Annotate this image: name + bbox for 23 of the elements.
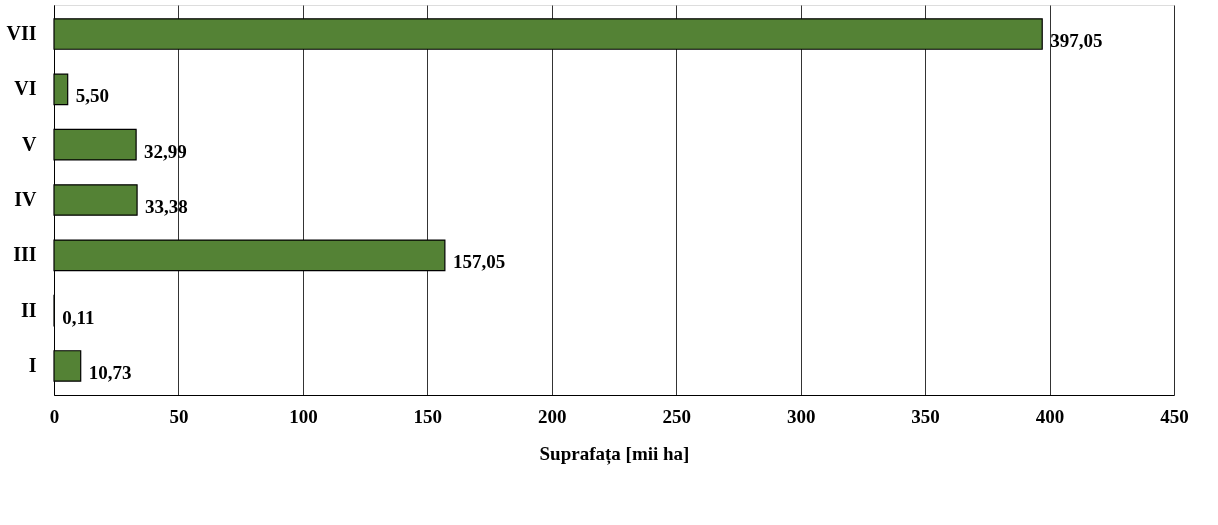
x-tick-label: 50 bbox=[169, 405, 189, 427]
x-tick-label: 250 bbox=[662, 405, 691, 427]
data-label: 0,11 bbox=[62, 306, 95, 328]
x-tick-label: 300 bbox=[786, 405, 816, 427]
x-tick-label: 350 bbox=[911, 405, 940, 427]
x-tick-label: 100 bbox=[289, 405, 318, 427]
x-tick-label: 450 bbox=[1160, 405, 1189, 427]
data-label: 5,50 bbox=[75, 85, 109, 107]
y-tick-label: III bbox=[13, 243, 37, 266]
x-tick-label: 150 bbox=[413, 405, 443, 427]
data-label: 157,05 bbox=[452, 251, 506, 273]
x-tick-label: 0 bbox=[49, 405, 60, 427]
y-tick-label: VII bbox=[6, 22, 37, 45]
x-axis-title: Suprafața [mii ha] bbox=[539, 442, 690, 465]
y-tick-label: II bbox=[20, 298, 37, 321]
y-tick-label: IV bbox=[14, 188, 38, 210]
x-tick-label: 200 bbox=[538, 405, 567, 427]
x-tick-label: 400 bbox=[1035, 405, 1065, 427]
y-tick-label: VI bbox=[14, 77, 37, 100]
y-tick-label: V bbox=[22, 132, 38, 155]
data-label: 397,05 bbox=[1050, 30, 1103, 52]
data-label: 10,73 bbox=[88, 361, 132, 383]
y-tick-label: I bbox=[28, 353, 37, 376]
